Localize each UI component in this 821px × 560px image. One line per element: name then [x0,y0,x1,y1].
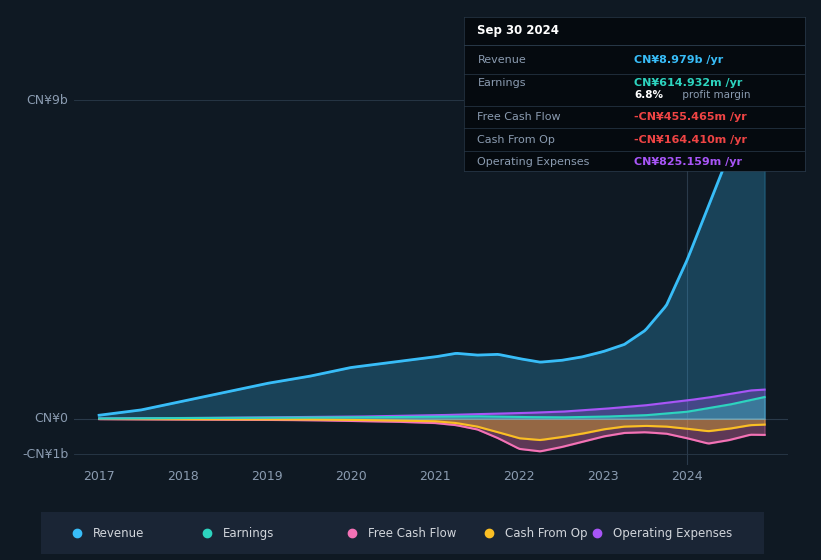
Text: Earnings: Earnings [478,78,526,88]
Text: Revenue: Revenue [478,55,526,65]
Text: CN¥614.932m /yr: CN¥614.932m /yr [635,78,743,88]
Text: Free Cash Flow: Free Cash Flow [478,112,561,122]
Text: 6.8%: 6.8% [635,90,663,100]
Text: CN¥9b: CN¥9b [26,94,68,107]
Text: Earnings: Earnings [223,527,274,540]
Text: Free Cash Flow: Free Cash Flow [368,527,456,540]
Text: CN¥8.979b /yr: CN¥8.979b /yr [635,55,723,65]
Text: -CN¥455.465m /yr: -CN¥455.465m /yr [635,112,747,122]
Text: Operating Expenses: Operating Expenses [478,157,589,166]
Text: CN¥825.159m /yr: CN¥825.159m /yr [635,157,742,166]
Text: profit margin: profit margin [678,90,750,100]
Text: CN¥0: CN¥0 [34,412,68,425]
Text: -CN¥164.410m /yr: -CN¥164.410m /yr [635,135,747,145]
Text: Cash From Op: Cash From Op [505,527,587,540]
Text: Revenue: Revenue [93,527,144,540]
Text: Operating Expenses: Operating Expenses [613,527,732,540]
Text: Cash From Op: Cash From Op [478,135,555,145]
Text: -CN¥1b: -CN¥1b [22,447,68,461]
Text: Sep 30 2024: Sep 30 2024 [478,24,559,37]
